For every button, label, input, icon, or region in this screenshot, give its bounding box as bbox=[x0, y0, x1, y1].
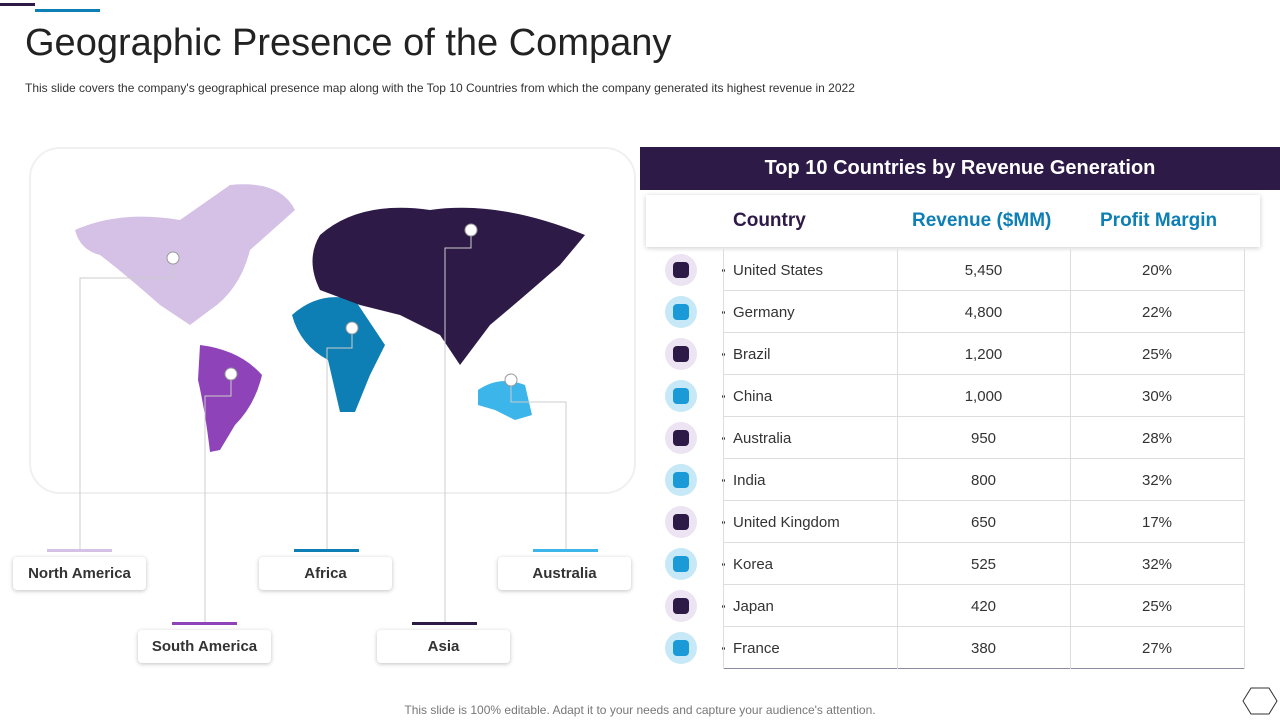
cell: 5,450 bbox=[964, 262, 1003, 279]
subtitle: This slide covers the company's geograph… bbox=[25, 81, 855, 95]
row-icon-shape bbox=[673, 346, 689, 362]
region-label: North America bbox=[13, 557, 146, 590]
row-icon-shape bbox=[673, 472, 689, 488]
row-line bbox=[723, 290, 1244, 291]
cell: 800 bbox=[970, 472, 997, 489]
region-bar bbox=[294, 549, 359, 552]
cell: 950 bbox=[970, 430, 997, 447]
region-label: Asia bbox=[377, 630, 510, 663]
cell: 25% bbox=[1141, 598, 1173, 615]
row-icon-shape bbox=[673, 598, 689, 614]
region-bar bbox=[412, 622, 477, 625]
cell: Brazil bbox=[733, 346, 771, 363]
cell: Japan bbox=[733, 598, 774, 615]
cell: 4,800 bbox=[964, 304, 1003, 321]
cell: China bbox=[733, 388, 773, 405]
cell: 17% bbox=[1141, 514, 1173, 531]
cell: France bbox=[733, 640, 780, 657]
region-label: Australia bbox=[498, 557, 631, 590]
table-title: Top 10 Countries by Revenue Generation bbox=[640, 147, 1280, 190]
cell: 525 bbox=[970, 556, 997, 573]
region-label: Africa bbox=[259, 557, 392, 590]
row-line bbox=[723, 500, 1244, 501]
row-icon-shape bbox=[673, 388, 689, 404]
cell: 1,200 bbox=[964, 346, 1003, 363]
column-divider bbox=[1070, 249, 1071, 669]
row-line bbox=[723, 584, 1244, 585]
cell: 25% bbox=[1141, 346, 1173, 363]
row-line bbox=[723, 542, 1244, 543]
accent bbox=[0, 3, 35, 6]
cell: 30% bbox=[1141, 388, 1173, 405]
region-bar bbox=[533, 549, 598, 552]
row-line bbox=[723, 374, 1244, 375]
row-icon-shape bbox=[673, 262, 689, 278]
accent bbox=[35, 9, 100, 12]
cell: 1,000 bbox=[964, 388, 1003, 405]
cell: 650 bbox=[970, 514, 997, 531]
column-label: Revenue ($MM) bbox=[912, 210, 1052, 231]
cell: Australia bbox=[733, 430, 792, 447]
column-label: Country bbox=[733, 210, 806, 231]
cell: 20% bbox=[1141, 262, 1173, 279]
logo bbox=[1242, 687, 1278, 715]
column-divider bbox=[1244, 249, 1245, 669]
cell: 28% bbox=[1141, 430, 1173, 447]
row-icon-shape bbox=[673, 514, 689, 530]
row-line bbox=[723, 668, 1244, 669]
cell: 32% bbox=[1141, 472, 1173, 489]
cell: United States bbox=[733, 262, 824, 279]
row-line bbox=[723, 332, 1244, 333]
cell: 32% bbox=[1141, 556, 1173, 573]
cell: 27% bbox=[1141, 640, 1173, 657]
row-icon-shape bbox=[673, 304, 689, 320]
column-header: Country Revenue ($MM) Profit Margin bbox=[646, 195, 1260, 247]
cell: India bbox=[733, 472, 766, 489]
column-divider bbox=[897, 249, 898, 669]
cell: Germany bbox=[733, 304, 795, 321]
map bbox=[29, 147, 636, 623]
cell: United Kingdom bbox=[733, 514, 840, 531]
region-label: South America bbox=[138, 630, 271, 663]
row-icon-shape bbox=[673, 430, 689, 446]
column-label: Profit Margin bbox=[1100, 210, 1218, 231]
title: Geographic Presence of the Company bbox=[25, 22, 672, 64]
cell: Korea bbox=[733, 556, 774, 573]
row-line bbox=[723, 626, 1244, 627]
region-bar bbox=[47, 549, 112, 552]
footer: This slide is 100% editable. Adapt it to… bbox=[404, 703, 876, 717]
column-divider bbox=[723, 249, 724, 669]
row-icon-shape bbox=[673, 556, 689, 572]
row-line bbox=[723, 458, 1244, 459]
row-icon-shape bbox=[673, 640, 689, 656]
region-bar bbox=[172, 622, 237, 625]
cell: 420 bbox=[970, 598, 997, 615]
cell: 380 bbox=[970, 640, 997, 657]
row-line bbox=[723, 416, 1244, 417]
cell: 22% bbox=[1141, 304, 1173, 321]
